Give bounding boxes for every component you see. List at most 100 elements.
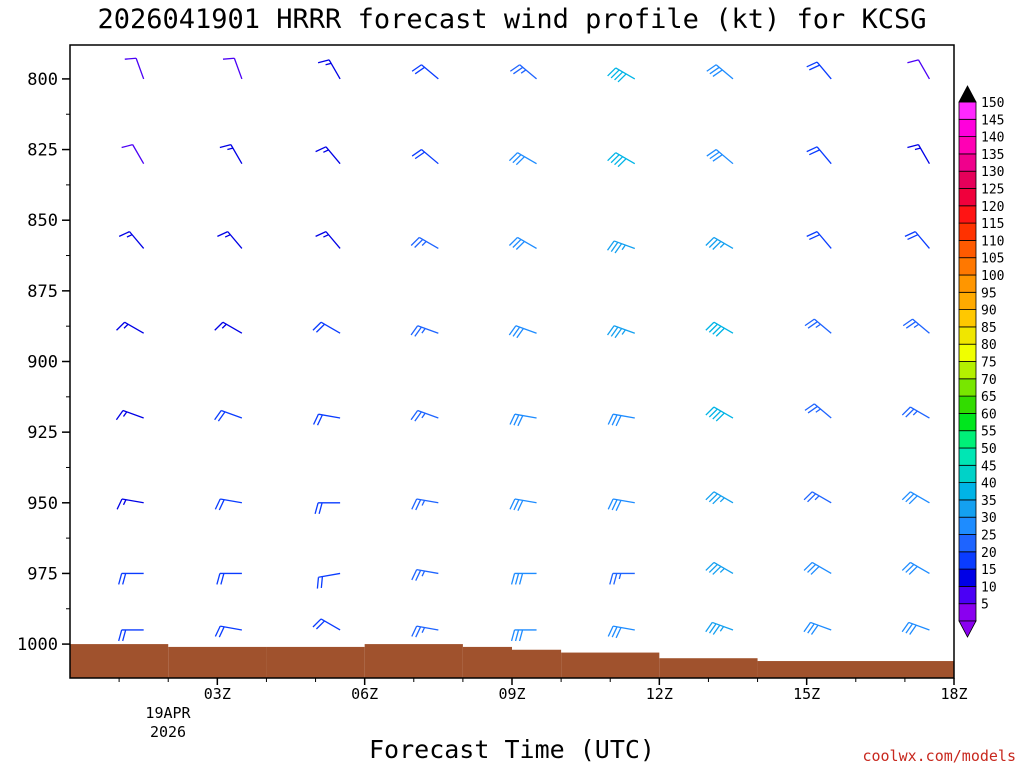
barb-full — [414, 66, 425, 75]
barb-half — [815, 323, 821, 329]
surface-block — [462, 646, 512, 678]
barb-full — [614, 328, 623, 339]
colorbar-swatch — [958, 361, 977, 380]
x-date-day: 19APR — [145, 704, 191, 722]
barb-staff — [122, 409, 144, 419]
barb-half — [323, 149, 329, 153]
barb-full — [415, 626, 422, 638]
barb-full — [809, 234, 820, 241]
wind-barb — [607, 498, 635, 511]
surface-block — [70, 644, 169, 678]
barb-full — [214, 498, 221, 510]
wind-barb — [907, 144, 931, 165]
barb-full — [315, 323, 325, 333]
surface-block — [512, 649, 562, 678]
barb-full — [611, 499, 618, 511]
barb-full — [510, 629, 516, 642]
barb-full — [807, 563, 817, 573]
surface-terrain — [70, 644, 954, 678]
barb-full — [515, 241, 525, 250]
barb-staff — [233, 58, 243, 80]
colorbar-label: 35 — [981, 494, 997, 509]
colorbar-swatch — [958, 447, 977, 466]
wind-barb — [410, 236, 439, 250]
barb-staff — [910, 561, 930, 575]
barb-full — [312, 321, 322, 331]
wind-barb — [314, 502, 341, 514]
colorbar-swatch — [958, 274, 977, 293]
barb-staff — [222, 321, 243, 334]
barb-full — [712, 495, 722, 505]
colorbar-label: 30 — [981, 511, 997, 526]
barb-full — [315, 620, 325, 630]
x-axis: 19APR 2026 03Z 06Z 09Z 12Z 15Z 18Z — [118, 678, 968, 741]
barb-staff — [417, 325, 439, 334]
barb-full — [610, 69, 620, 79]
wind-barb — [317, 59, 341, 80]
barb-full — [312, 618, 322, 628]
wind-barb — [410, 325, 439, 337]
barb-full — [508, 325, 517, 336]
barb-full — [807, 405, 818, 414]
colorbar-label: 45 — [981, 459, 997, 474]
colorbar-swatch — [958, 257, 977, 276]
barb-full — [803, 491, 813, 501]
barb-full — [610, 154, 620, 164]
colorbar-swatch — [958, 239, 977, 259]
y-tick-label: 800 — [27, 70, 58, 90]
barb-full — [715, 327, 725, 337]
barb-full — [615, 627, 622, 639]
colorbar-label: 120 — [981, 200, 1004, 215]
barb-full — [902, 318, 913, 327]
colorbar-swatch — [958, 136, 977, 155]
barb-full — [410, 410, 419, 421]
barb-full — [515, 156, 525, 166]
wind-barb — [609, 572, 635, 585]
wind-barb — [806, 61, 832, 80]
colorbar-swatch — [958, 516, 977, 535]
barb-full — [512, 326, 521, 337]
barb-half — [221, 323, 227, 329]
barb-full — [512, 239, 522, 248]
colorbar-label: 25 — [981, 529, 997, 544]
barb-full — [904, 231, 916, 237]
wind-barb — [116, 321, 144, 334]
barb-full — [803, 622, 812, 633]
wind-barb — [806, 146, 832, 165]
colorbar-label: 130 — [981, 165, 1004, 180]
barb-staff — [910, 491, 930, 504]
barb-full — [514, 573, 520, 585]
surface-block — [266, 646, 365, 678]
barb-full — [122, 573, 127, 585]
barb-full — [316, 414, 323, 426]
y-tick-label: 825 — [27, 141, 58, 161]
barb-full — [708, 493, 718, 503]
barb-full — [514, 629, 520, 642]
barb-full — [411, 625, 418, 637]
barb-staff — [811, 491, 832, 504]
barb-full — [908, 565, 918, 575]
barb-staff — [615, 67, 636, 80]
barb-full — [414, 411, 422, 422]
y-axis: 800 825 850 875 900 925 950 975 1000 — [17, 70, 70, 655]
colorbar-swatch — [958, 482, 977, 501]
barb-full — [124, 57, 137, 60]
barb-full — [705, 622, 713, 633]
barb-staff — [230, 144, 243, 165]
colorbar-label: 145 — [981, 113, 1004, 128]
barb-full — [214, 625, 221, 637]
barb-full — [810, 624, 819, 635]
barb-full — [607, 625, 614, 637]
colorbar-label: 20 — [981, 546, 997, 561]
barb-full — [513, 414, 520, 426]
barb-full — [509, 413, 516, 425]
barb-half — [122, 499, 127, 506]
barb-full — [807, 321, 818, 329]
barb-half — [421, 500, 426, 506]
barb-full — [217, 411, 226, 422]
barb-full — [606, 240, 615, 251]
barb-half — [123, 323, 129, 329]
barb-half — [325, 62, 332, 66]
wind-barb — [902, 318, 930, 334]
colorbar-label: 5 — [981, 598, 989, 613]
